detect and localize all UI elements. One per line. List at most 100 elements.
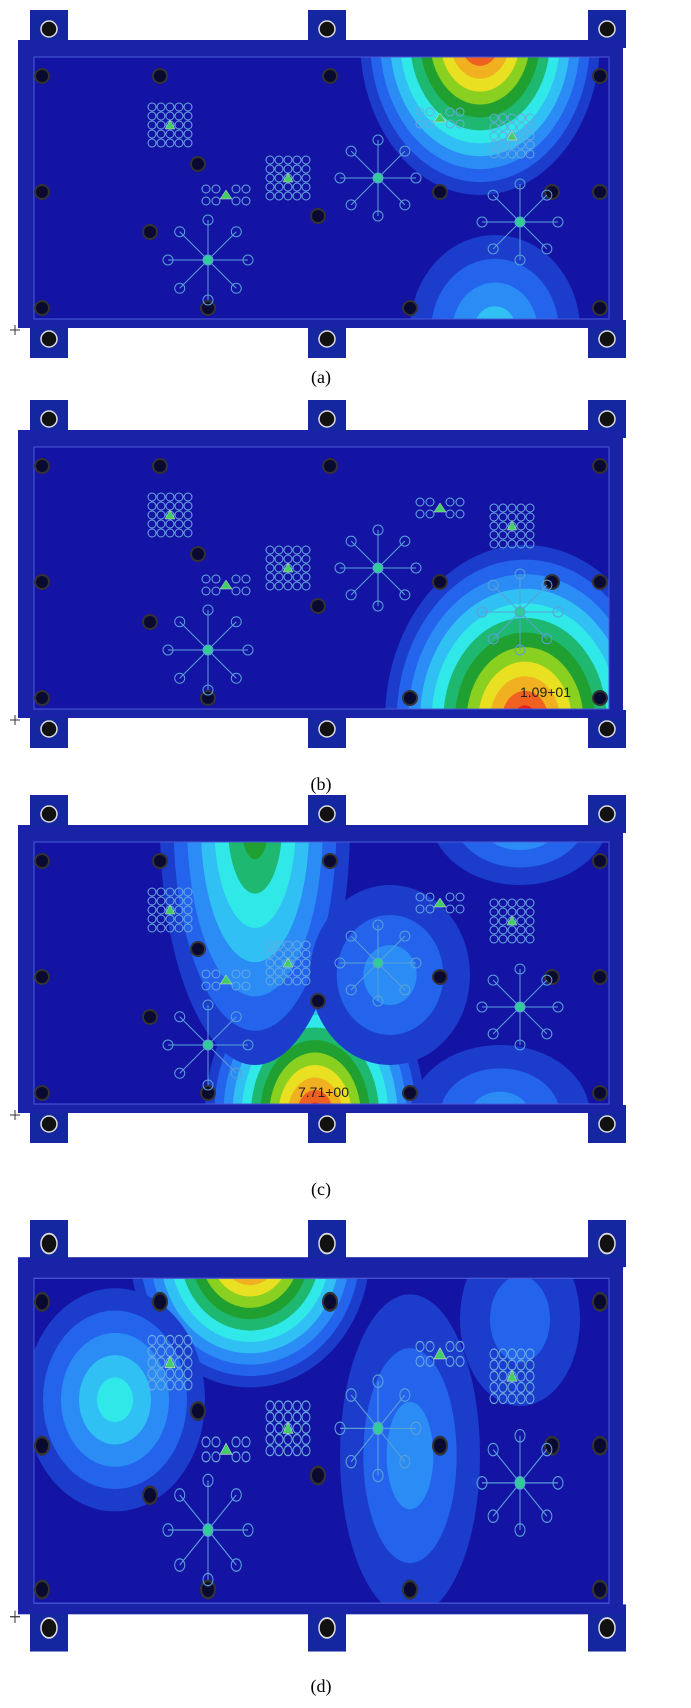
panel-caption: (d) bbox=[311, 1676, 332, 1697]
board-bolt bbox=[433, 185, 447, 199]
board-bolt bbox=[593, 854, 607, 868]
hub bbox=[373, 1422, 383, 1434]
board-bolt bbox=[311, 599, 325, 613]
board-bolt bbox=[191, 942, 205, 956]
peak-value: 7.71+00 bbox=[298, 1084, 349, 1100]
bolt bbox=[41, 21, 57, 37]
board-bolt bbox=[593, 1437, 607, 1454]
board-bolt bbox=[323, 69, 337, 83]
hub bbox=[515, 607, 525, 617]
figure: (a)1.09+01(b)7.71+00(c)(d) bbox=[0, 0, 691, 1708]
bolt bbox=[599, 806, 615, 822]
board-bolt bbox=[593, 1086, 607, 1100]
bolt bbox=[599, 1116, 615, 1132]
board-bolt bbox=[35, 69, 49, 83]
bolt bbox=[41, 1234, 57, 1254]
board-bolt bbox=[201, 691, 215, 705]
board-bolt bbox=[593, 459, 607, 473]
contour-panel bbox=[10, 0, 626, 425]
bolt bbox=[319, 721, 335, 737]
board-bolt bbox=[433, 970, 447, 984]
contour-band bbox=[470, 1092, 530, 1139]
contour-band bbox=[431, 259, 559, 402]
board-bolt bbox=[311, 994, 325, 1008]
board-bolt bbox=[35, 691, 49, 705]
board-bolt bbox=[323, 459, 337, 473]
contour-band bbox=[97, 1377, 133, 1422]
hub bbox=[515, 1477, 525, 1489]
board-bolt bbox=[201, 301, 215, 315]
bolt bbox=[599, 21, 615, 37]
board-bolt bbox=[153, 854, 167, 868]
hub bbox=[203, 1040, 213, 1050]
bolt bbox=[599, 1618, 615, 1638]
board-bolt bbox=[35, 301, 49, 315]
board-bolt bbox=[143, 225, 157, 239]
hub bbox=[515, 1002, 525, 1012]
bolt bbox=[599, 331, 615, 347]
bolt bbox=[319, 1116, 335, 1132]
board-bolt bbox=[35, 1086, 49, 1100]
board-bolt bbox=[153, 459, 167, 473]
board-bolt bbox=[433, 1437, 447, 1454]
hub bbox=[373, 563, 383, 573]
contour-band bbox=[453, 763, 588, 868]
board-bolt bbox=[323, 854, 337, 868]
hub bbox=[373, 173, 383, 183]
board-bolt bbox=[143, 615, 157, 629]
bolt bbox=[319, 1618, 335, 1638]
board-bolt bbox=[403, 1086, 417, 1100]
board-bolt bbox=[191, 157, 205, 171]
board-bolt bbox=[153, 1293, 167, 1310]
board-bolt bbox=[593, 301, 607, 315]
board-bolt bbox=[35, 185, 49, 199]
bolt bbox=[319, 21, 335, 37]
board-bolt bbox=[35, 970, 49, 984]
bolt bbox=[599, 411, 615, 427]
bolt bbox=[599, 1234, 615, 1254]
board-bolt bbox=[593, 691, 607, 705]
bolt bbox=[41, 411, 57, 427]
bolt bbox=[41, 721, 57, 737]
bolt bbox=[319, 806, 335, 822]
board-bolt bbox=[191, 547, 205, 561]
panel-caption: (c) bbox=[311, 1179, 331, 1200]
board-bolt bbox=[153, 69, 167, 83]
board-bolt bbox=[593, 1293, 607, 1310]
board-bolt bbox=[35, 1581, 49, 1598]
board-bolt bbox=[191, 1402, 205, 1419]
board-bolt bbox=[201, 1086, 215, 1100]
board-bolt bbox=[311, 209, 325, 223]
board-bolt bbox=[593, 970, 607, 984]
board-bolt bbox=[143, 1487, 157, 1504]
board-bolt bbox=[35, 1437, 49, 1454]
hub bbox=[203, 1524, 213, 1536]
board-bolt bbox=[593, 69, 607, 83]
hub bbox=[373, 958, 383, 968]
board-bolt bbox=[201, 1581, 215, 1598]
panel-caption: (a) bbox=[311, 367, 331, 388]
bolt bbox=[599, 721, 615, 737]
board-bolt bbox=[593, 1581, 607, 1598]
board-bolt bbox=[35, 575, 49, 589]
contour-band bbox=[410, 1045, 590, 1185]
bolt bbox=[41, 1618, 57, 1638]
board-bolt bbox=[403, 691, 417, 705]
contour-band bbox=[387, 1402, 434, 1509]
bolt bbox=[41, 806, 57, 822]
board-bolt bbox=[433, 575, 447, 589]
hub bbox=[515, 217, 525, 227]
board-bolt bbox=[35, 1293, 49, 1310]
board-bolt bbox=[593, 575, 607, 589]
contour-band bbox=[453, 283, 538, 378]
board-bolt bbox=[35, 854, 49, 868]
board-bolt bbox=[593, 185, 607, 199]
board-bolt bbox=[323, 1293, 337, 1310]
board-bolt bbox=[311, 1467, 325, 1484]
hub bbox=[203, 645, 213, 655]
contour-band bbox=[440, 1068, 560, 1161]
bolt bbox=[41, 1116, 57, 1132]
bolt bbox=[319, 411, 335, 427]
peak-value: 1.09+01 bbox=[520, 684, 571, 700]
board-bolt bbox=[35, 459, 49, 473]
